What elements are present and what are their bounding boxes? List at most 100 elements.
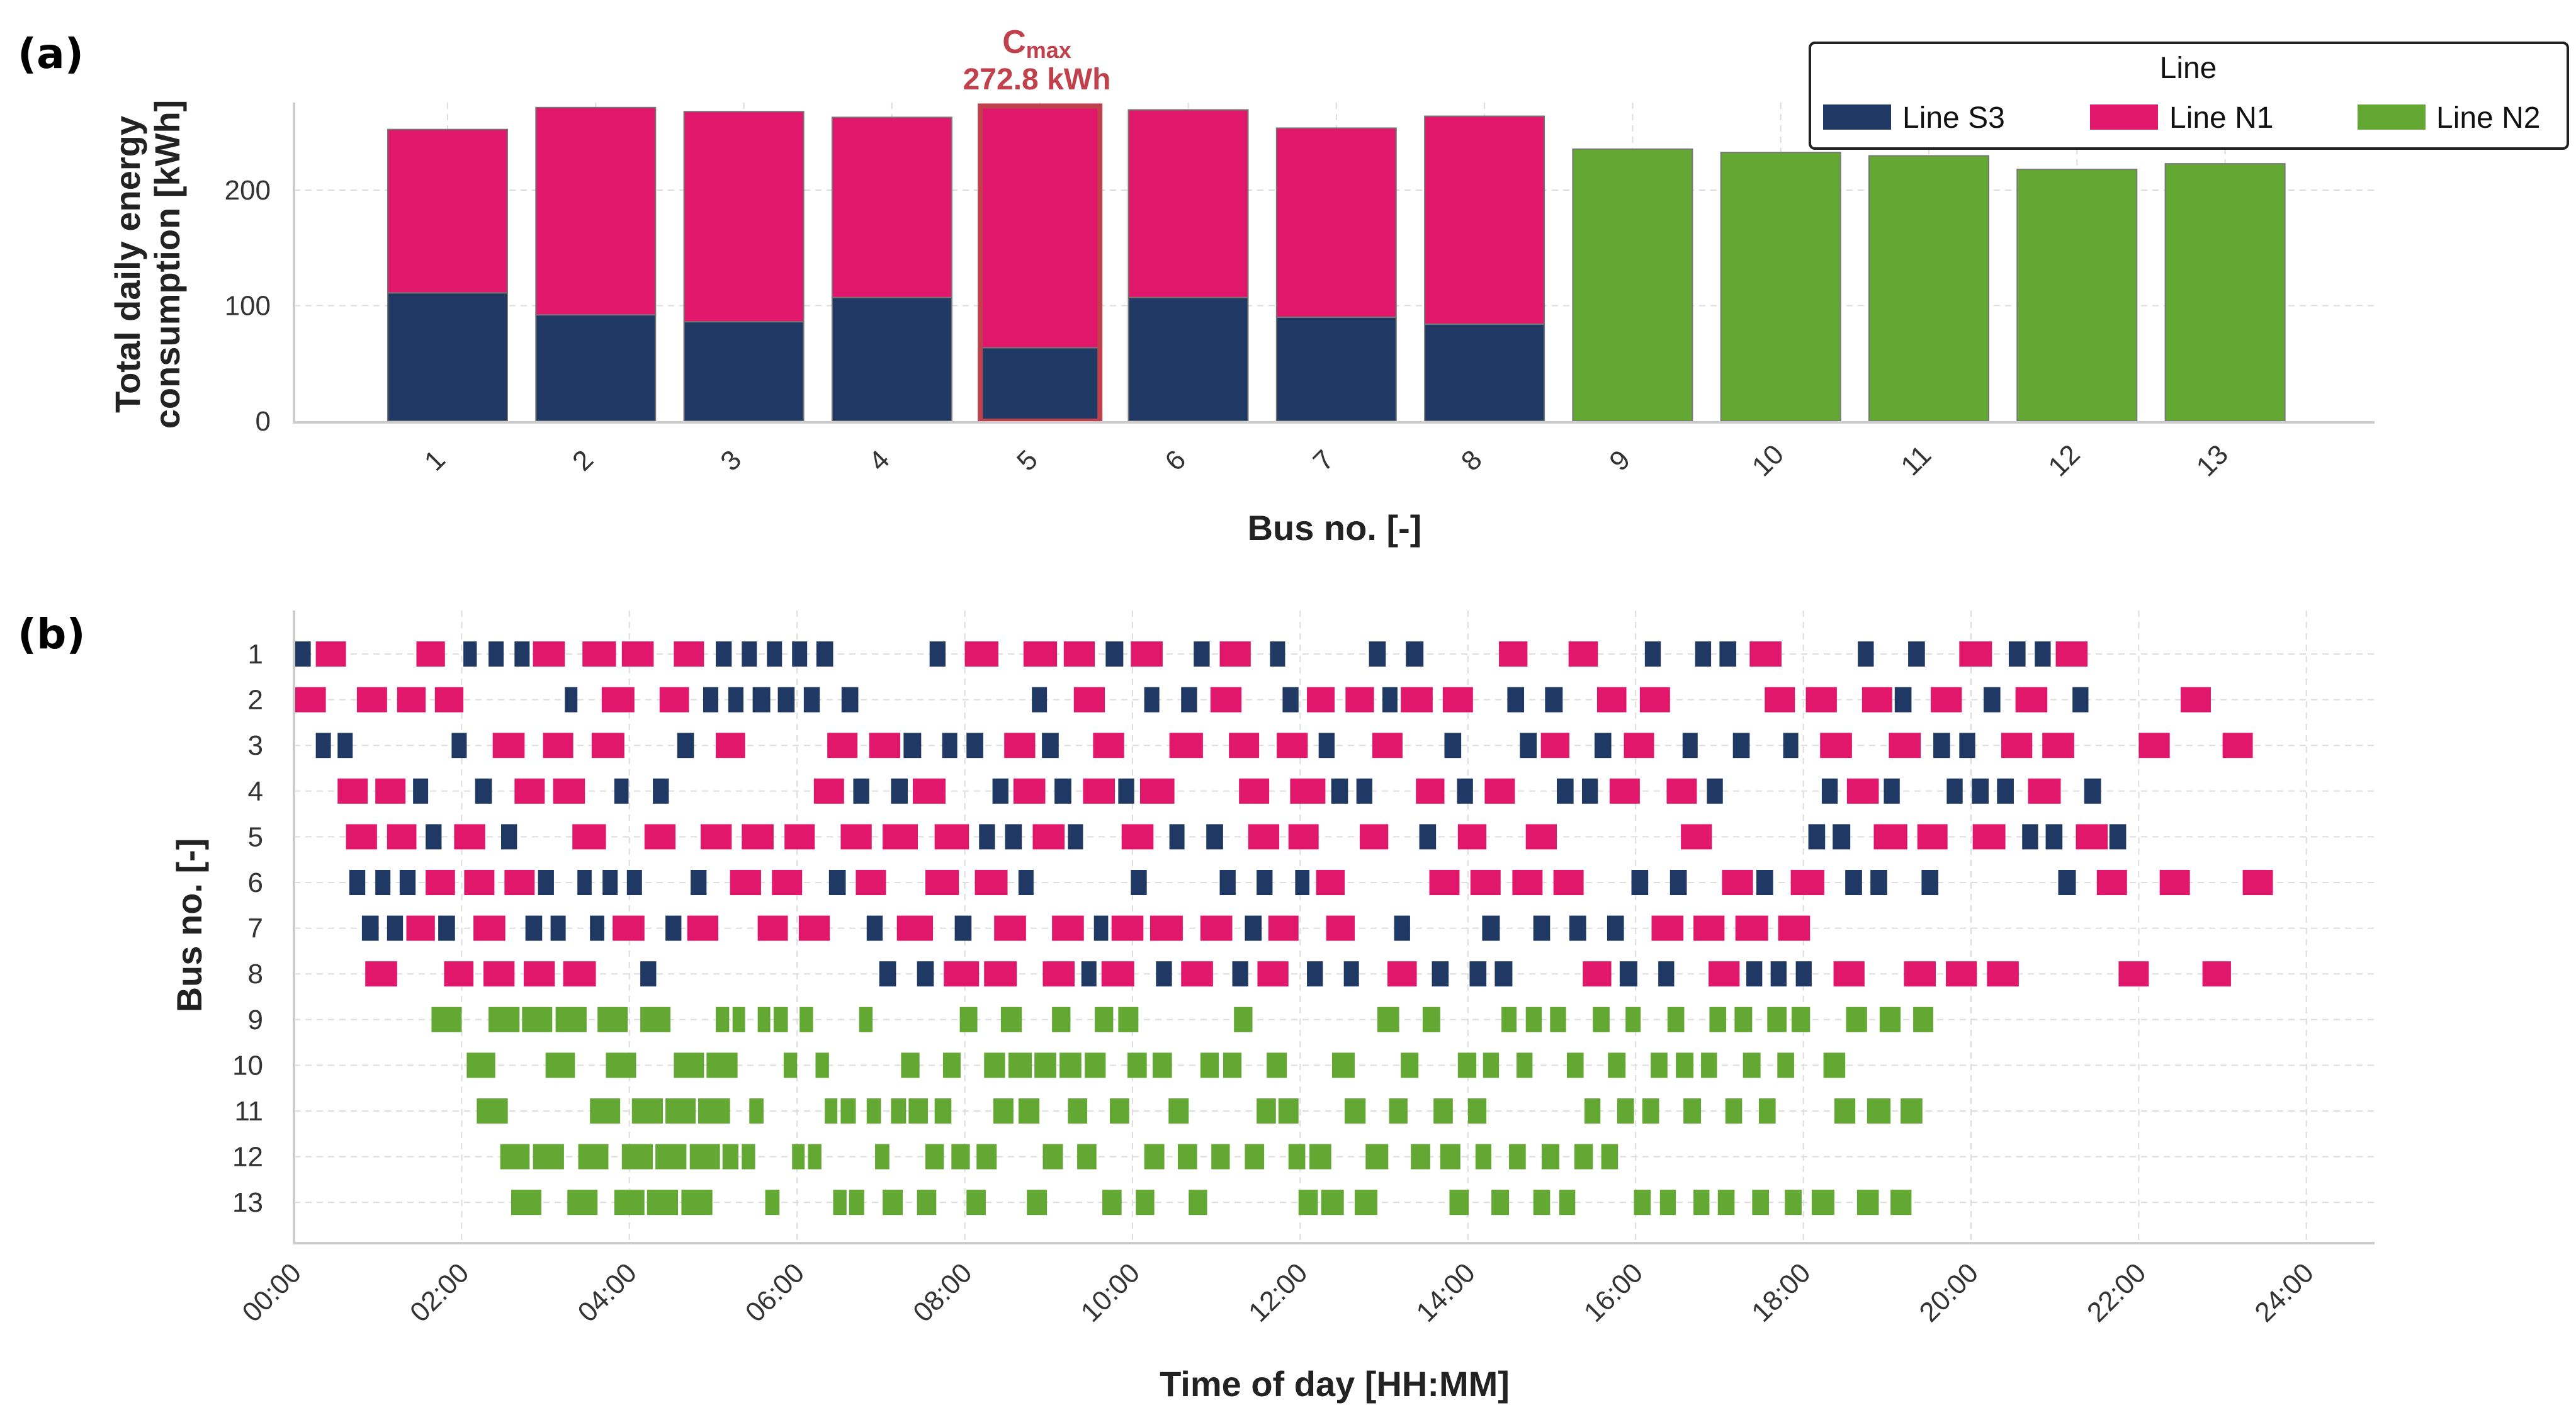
bar-y-tick-label: 200 [225, 175, 271, 206]
schedule-block-n2 [1309, 1144, 1331, 1170]
bar-x-tick-label: 8 [1455, 444, 1488, 477]
schedule-block-n2 [1127, 1052, 1147, 1078]
schedule-block-s3 [1959, 733, 1975, 758]
schedule-block-s3 [1983, 687, 2001, 713]
schedule-block-n1 [742, 824, 774, 850]
schedule-block-n2 [1856, 1190, 1879, 1215]
schedule-block-s3 [1533, 915, 1551, 941]
schedule-block-s3 [375, 870, 391, 895]
schedule-block-s3 [2058, 870, 2076, 895]
gantt-x-tick-label: 14:00 [1410, 1257, 1481, 1328]
schedule-block-n2 [1701, 1052, 1717, 1078]
schedule-block-n1 [1401, 687, 1433, 713]
bar-segment-s3 [535, 314, 657, 422]
schedule-block-n2 [1234, 1006, 1253, 1032]
schedule-block-s3 [1369, 641, 1386, 667]
schedule-block-s3 [1845, 870, 1862, 895]
schedule-block-n1 [1150, 915, 1183, 941]
schedule-block-n1 [1442, 687, 1473, 713]
schedule-block-s3 [917, 961, 934, 987]
schedule-block-n1 [434, 687, 464, 713]
legend-swatch-n2 [2358, 104, 2426, 130]
bar-segment-s3 [1127, 296, 1249, 422]
schedule-block-n2 [1651, 1052, 1668, 1078]
schedule-block-n2 [1693, 1190, 1710, 1215]
schedule-block-n1 [1290, 778, 1326, 804]
schedule-block-n2 [1483, 1052, 1500, 1078]
schedule-block-s3 [1105, 641, 1124, 667]
schedule-block-n1 [840, 824, 872, 850]
schedule-block-s3 [1131, 870, 1147, 895]
schedule-block-n1 [2001, 733, 2033, 758]
schedule-block-n1 [365, 961, 397, 987]
schedule-block-s3 [1343, 961, 1359, 987]
schedule-block-n1 [2015, 687, 2048, 713]
gantt-x-tick-label: 20:00 [1914, 1257, 1985, 1328]
schedule-block-n1 [827, 733, 858, 758]
schedule-block-n1 [1833, 961, 1865, 987]
schedule-block-n1 [1277, 733, 1308, 758]
schedule-block-n1 [2055, 641, 2088, 667]
schedule-block-n2 [466, 1052, 495, 1078]
schedule-block-s3 [1884, 778, 1900, 804]
schedule-block-s3 [590, 915, 604, 941]
schedule-block-s3 [1545, 687, 1563, 713]
svg-text:Cmax: Cmax [1002, 24, 1071, 63]
gantt-y-tick-label: 6 [248, 867, 263, 898]
schedule-block-n1 [1063, 641, 1095, 667]
legend-label-n2: Line N2 [2436, 101, 2540, 135]
schedule-block-n1 [784, 824, 815, 850]
schedule-block-n2 [1422, 1006, 1440, 1032]
schedule-block-n1 [1972, 824, 2006, 850]
schedule-block-n1 [1013, 778, 1046, 804]
schedule-block-n1 [591, 733, 624, 758]
schedule-block-n2 [578, 1144, 609, 1170]
schedule-block-n1 [2159, 870, 2190, 895]
schedule-block-s3 [525, 915, 543, 941]
schedule-block-n1 [925, 870, 959, 895]
schedule-block-n2 [840, 1098, 856, 1124]
schedule-block-s3 [1894, 687, 1912, 713]
schedule-block-n1 [1169, 733, 1203, 758]
schedule-block-n1 [1131, 641, 1163, 667]
bar-x-tick-label: 13 [2191, 439, 2234, 482]
schedule-block-s3 [1594, 733, 1612, 758]
schedule-block-n1 [1651, 915, 1684, 941]
schedule-block-n2 [1823, 1052, 1846, 1078]
gantt-y-tick-label: 9 [248, 1005, 263, 1035]
schedule-block-n1 [1525, 824, 1557, 850]
bar-segment-n1 [831, 116, 952, 298]
schedule-block-n1 [473, 915, 506, 941]
schedule-block-n2 [1593, 1006, 1610, 1032]
schedule-block-n2 [1168, 1098, 1189, 1124]
schedule-block-n2 [1267, 1052, 1287, 1078]
schedule-block-n2 [773, 1006, 788, 1032]
schedule-block-n2 [1467, 1098, 1487, 1124]
schedule-block-s3 [1658, 961, 1675, 987]
schedule-block-n1 [1987, 961, 2019, 987]
schedule-block-n2 [959, 1006, 978, 1032]
schedule-block-n1 [1873, 824, 1907, 850]
schedule-block-n1 [757, 915, 788, 941]
schedule-block-s3 [1682, 733, 1698, 758]
schedule-block-n1 [1484, 778, 1515, 804]
schedule-block-n1 [1307, 687, 1335, 713]
schedule-block-s3 [1494, 961, 1513, 987]
schedule-block-n2 [715, 1006, 730, 1032]
schedule-block-n2 [1110, 1098, 1129, 1124]
schedule-block-n1 [416, 641, 445, 667]
schedule-block-s3 [1581, 778, 1598, 804]
schedule-block-n1 [1429, 870, 1460, 895]
schedule-block-n2 [783, 1052, 798, 1078]
bar-segment-n2 [1720, 152, 1841, 422]
schedule-block-s3 [1270, 641, 1285, 667]
schedule-block-n2 [1676, 1052, 1694, 1078]
schedule-block-n2 [1008, 1052, 1032, 1078]
schedule-block-n1 [913, 778, 946, 804]
schedule-block-n2 [1777, 1052, 1794, 1078]
schedule-block-n1 [715, 733, 745, 758]
schedule-block-n2 [606, 1052, 636, 1078]
gantt-x-ticks: 00:00 02:00 04:00 06:00 08:00 10:00 12:00 14:00… [237, 1257, 2320, 1328]
schedule-block-n1 [1210, 687, 1242, 713]
gantt-x-tick-label: 08:00 [907, 1257, 978, 1328]
